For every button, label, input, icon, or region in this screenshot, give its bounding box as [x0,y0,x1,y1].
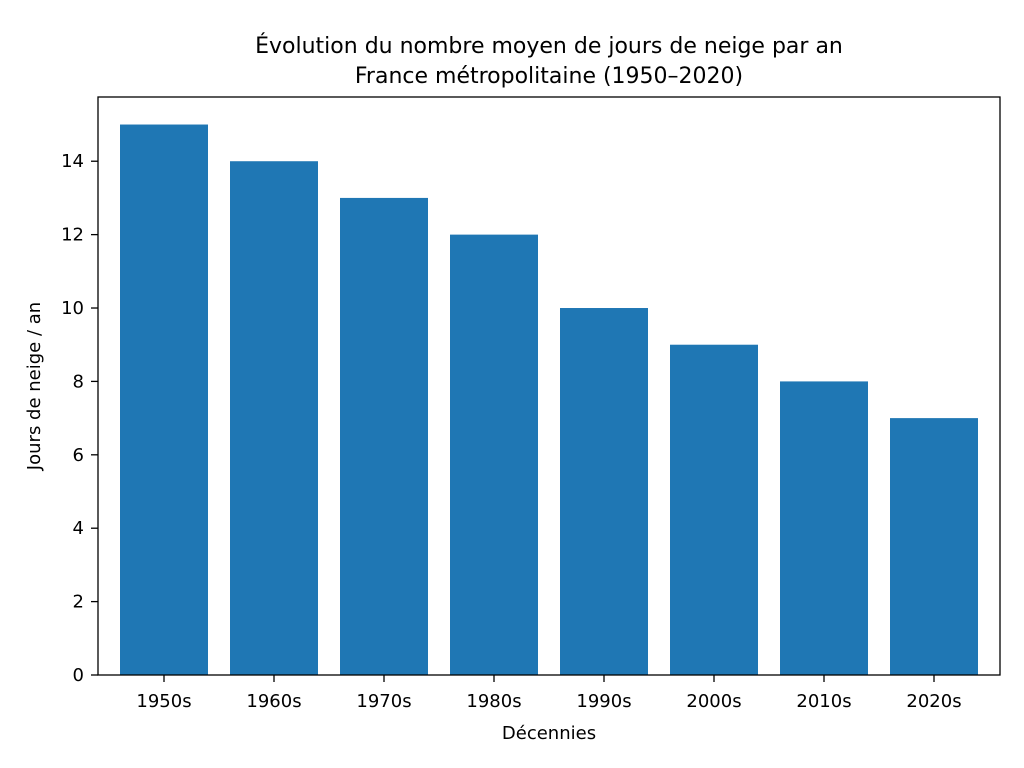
y-tick-label: 4 [73,518,84,539]
y-tick-label: 14 [61,151,84,172]
bar-1980s [450,234,538,675]
chart-title-line2: France métropolitaine (1950–2020) [355,64,743,89]
bar-1960s [230,161,318,675]
x-tick-label: 2000s [686,691,741,712]
x-tick-label: 1980s [466,691,521,712]
bar-1990s [560,308,648,675]
y-tick-label: 12 [61,225,84,246]
x-axis-ticks: 1950s 1960s 1970s 1980s 1990s 2000s 2010s 2020s [136,675,962,712]
y-tick-label: 10 [61,298,84,319]
bar-2010s [780,381,868,675]
y-tick-label: 8 [73,371,84,392]
bar-2000s [670,344,758,675]
bar-2020s [890,418,978,675]
y-tick-label: 0 [73,665,84,686]
y-axis-ticks: 0 2 4 6 8 10 12 14 [61,151,98,686]
x-tick-label: 1960s [246,691,301,712]
x-tick-label: 2020s [906,691,961,712]
x-tick-label: 2010s [796,691,851,712]
bar-series [120,124,978,676]
y-tick-label: 6 [73,445,84,466]
bar-1970s [340,197,428,675]
x-tick-label: 1970s [356,691,411,712]
chart-title-line1: Évolution du nombre moyen de jours de ne… [255,33,843,59]
x-axis-label: Décennies [502,723,596,744]
y-axis-label: Jours de neige / an [24,302,45,471]
x-tick-label: 1950s [136,691,191,712]
plot-frame [97,96,1001,676]
x-tick-label: 1990s [576,691,631,712]
bar-1950s [120,124,208,676]
y-tick-label: 2 [73,592,84,613]
